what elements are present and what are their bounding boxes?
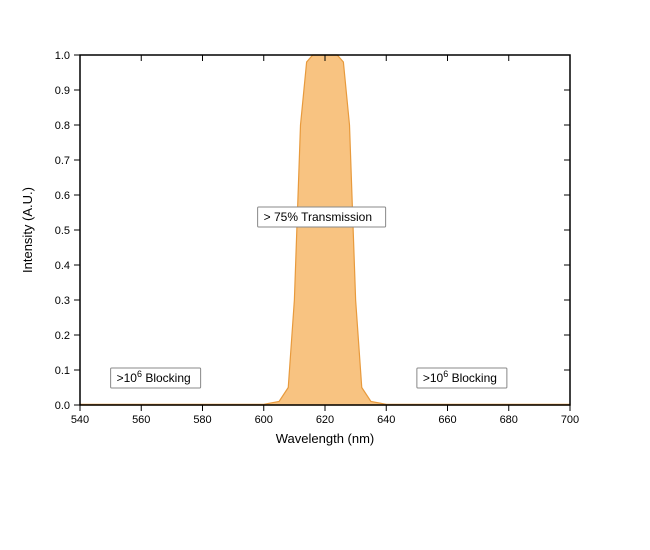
y-tick-label: 0.8 bbox=[55, 120, 70, 132]
y-tick-label: 0.7 bbox=[55, 155, 70, 167]
x-tick-label: 640 bbox=[377, 414, 395, 426]
y-tick-label: 0.5 bbox=[55, 225, 70, 237]
x-tick-label: 660 bbox=[438, 414, 456, 426]
x-tick-label: 620 bbox=[316, 414, 334, 426]
filter-transmission-chart: 540 560 580 600 620 640 660 680 700 0.0 0.1 0.2 0.3 0… bbox=[0, 0, 650, 550]
x-tick-label: 600 bbox=[255, 414, 273, 426]
x-tick-label: 580 bbox=[193, 414, 211, 426]
y-tick-label: 0.2 bbox=[55, 330, 70, 342]
annotation-blocking-right-text: >106 Blocking bbox=[423, 369, 497, 385]
annotation-blocking-left-text: >106 Blocking bbox=[117, 369, 191, 385]
y-tick-label: 1.0 bbox=[55, 50, 70, 62]
y-tick-label: 0.9 bbox=[55, 85, 70, 97]
x-tick-label: 700 bbox=[561, 414, 579, 426]
y-tick-label: 0.3 bbox=[55, 295, 70, 307]
y-tick-label: 0.6 bbox=[55, 190, 70, 202]
x-axis-label: Wavelength (nm) bbox=[276, 431, 375, 446]
y-tick-label: 0.4 bbox=[55, 260, 70, 272]
y-tick-label: 0.0 bbox=[55, 400, 70, 412]
y-tick-label: 0.1 bbox=[55, 365, 70, 377]
annotation-transmission-text: > 75% Transmission bbox=[264, 210, 372, 224]
chart-svg: 540 560 580 600 620 640 660 680 700 0.0 0.1 0.2 0.3 0… bbox=[0, 0, 650, 550]
x-tick-label: 540 bbox=[71, 414, 89, 426]
x-tick-label: 560 bbox=[132, 414, 150, 426]
y-axis-label: Intensity (A.U.) bbox=[20, 187, 35, 273]
x-tick-label: 680 bbox=[500, 414, 518, 426]
